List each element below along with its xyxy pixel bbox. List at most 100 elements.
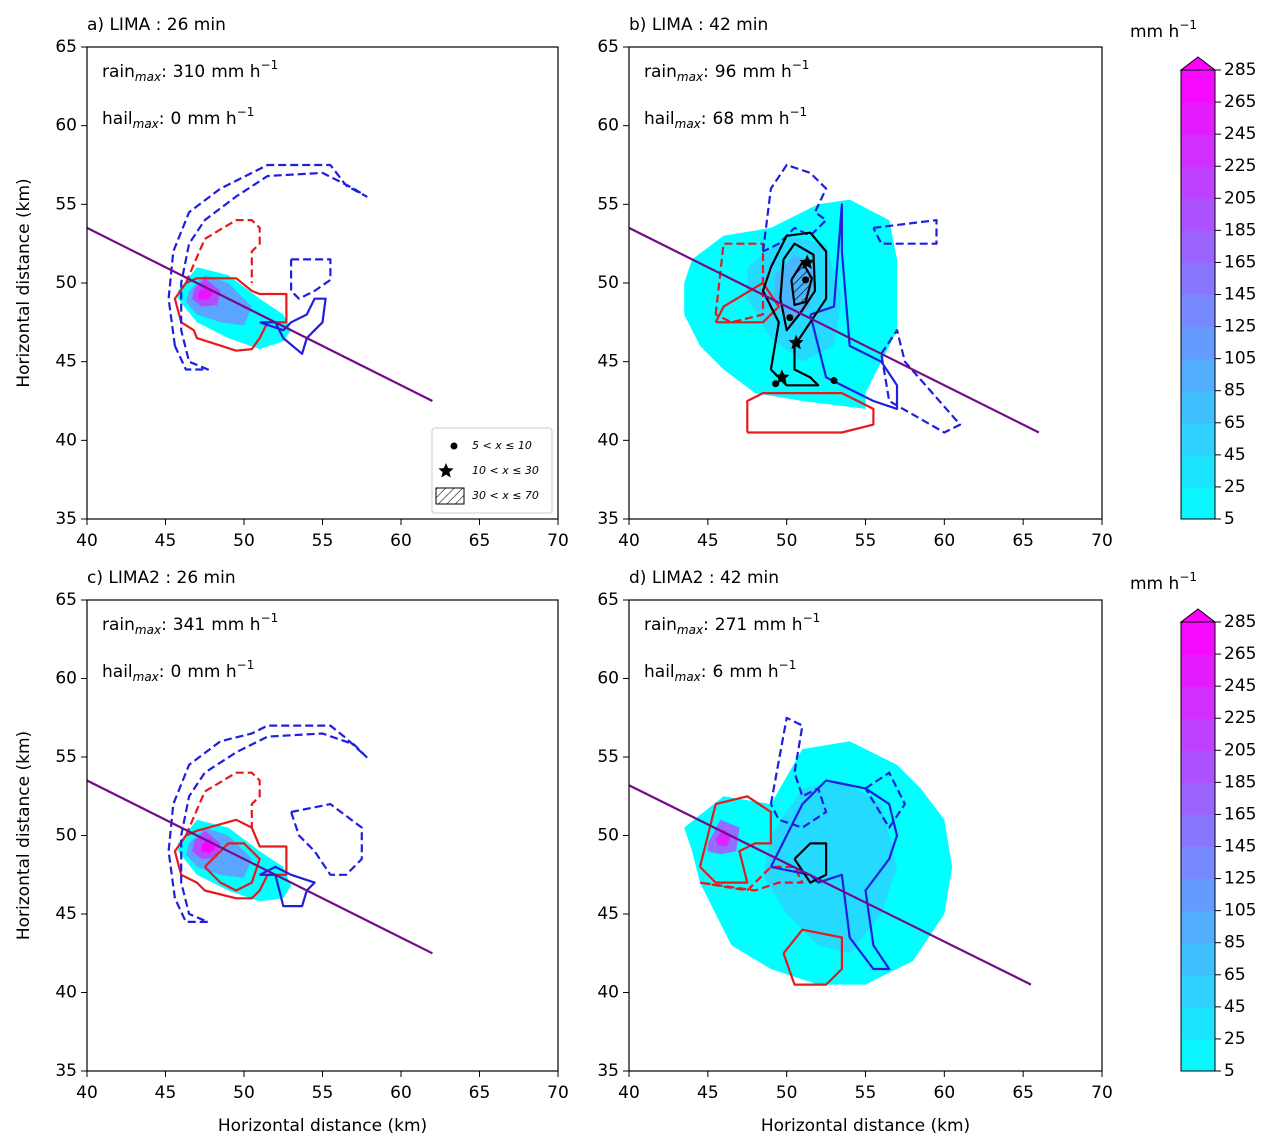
y-tick-label: 60 (597, 116, 619, 136)
y-tick-label: 65 (597, 37, 619, 57)
colorbar-tick-label: 245 (1224, 676, 1256, 696)
colorbar-band (1181, 750, 1215, 783)
colorbar-tick-label: 165 (1224, 804, 1256, 824)
y-tick-label: 45 (597, 352, 619, 372)
cross-section (628, 226, 1040, 434)
hail-marker (788, 334, 804, 350)
contour (204, 842, 261, 892)
annotation-value: 0 (171, 662, 182, 682)
x-tick-label: 60 (934, 531, 956, 551)
contour (698, 795, 772, 884)
x-tick-label: 40 (76, 1083, 98, 1103)
annotation-value: 341 (173, 615, 205, 635)
annotation-subscript: max (675, 670, 702, 684)
contour (184, 771, 261, 836)
rain-area (201, 838, 216, 853)
y-tick-label: 35 (55, 509, 77, 529)
annotation-subscript: max (135, 623, 162, 637)
colorbar-tick-label: 25 (1224, 1029, 1246, 1049)
colorbar-band (1181, 166, 1215, 199)
y-tick-label: 35 (55, 1061, 77, 1081)
colorbar-band (1181, 326, 1215, 360)
annotation-subscript: max (677, 623, 704, 637)
y-tick-label: 65 (597, 590, 619, 610)
colorbar-tick-label: 145 (1224, 837, 1256, 857)
colorbar-band (1181, 198, 1215, 231)
legend-marker (438, 463, 454, 478)
x-tick-label: 40 (76, 531, 98, 551)
x-tick-label: 55 (312, 531, 334, 551)
colorbar-band (1181, 134, 1215, 167)
hail-marker (774, 369, 790, 384)
colorbar-band (1181, 942, 1215, 976)
rain-area (198, 284, 213, 301)
contour (173, 818, 288, 900)
colorbar-tick-label: 225 (1224, 708, 1256, 728)
colorbar-tick-label: 225 (1224, 156, 1256, 176)
colorbar-label: mm h−1 (1130, 18, 1197, 43)
y-tick-label: 35 (597, 509, 619, 529)
contour (184, 219, 261, 284)
colorbar-band (1181, 782, 1215, 815)
x-tick-label: 65 (469, 531, 491, 551)
panel-title: b) LIMA : 42 min (629, 15, 768, 35)
colorbar-tick-label: 285 (1224, 612, 1256, 632)
colorbar-tick-label: 205 (1224, 740, 1256, 760)
annotation: hailmax: 6 mm h−1 (644, 658, 796, 684)
colorbar-band (1181, 814, 1215, 847)
colorbar-unit: mm h (1130, 574, 1179, 594)
colorbar-tick-label: 205 (1224, 188, 1256, 208)
y-tick-label: 50 (597, 273, 619, 293)
colorbar-band (1181, 686, 1215, 719)
annotation-unit: mm h (211, 62, 260, 82)
colorbar-tick-label: 25 (1224, 477, 1246, 497)
y-tick-label: 45 (55, 904, 77, 924)
annotation-separator: : (161, 615, 167, 635)
contour (880, 329, 962, 434)
annotation-name: hail (644, 662, 675, 682)
hail-marker (772, 380, 780, 388)
contour (790, 261, 813, 307)
colorbar-band (1181, 358, 1215, 392)
x-axis-label: Horizontal distance (km) (218, 1116, 427, 1136)
hail-marker (802, 276, 810, 284)
unit-exponent: −1 (261, 58, 279, 72)
y-tick-label: 55 (55, 194, 77, 214)
annotation-subscript: max (675, 117, 702, 131)
y-tick-label: 45 (597, 904, 619, 924)
annotation-name: rain (102, 615, 135, 635)
colorbar-band (1181, 294, 1215, 328)
y-tick-label: 40 (597, 430, 619, 450)
colorbar-band (1181, 718, 1215, 751)
contour (782, 928, 843, 986)
annotation-name: hail (644, 109, 675, 129)
colorbar-band (1181, 70, 1215, 103)
annotation-subscript: max (677, 70, 704, 84)
colorbar-tick-label: 85 (1224, 933, 1246, 953)
colorbar-label: mm h−1 (1130, 570, 1197, 595)
annotation-value: 96 (715, 62, 737, 82)
annotation-unit: mm h (187, 662, 236, 682)
y-tick-label: 40 (55, 430, 77, 450)
annotation-unit: mm h (742, 62, 791, 82)
colorbar-tick-label: 125 (1224, 317, 1256, 337)
annotation-separator: : (701, 109, 707, 129)
colorbar-tick-label: 185 (1224, 772, 1256, 792)
colorbar-band (1181, 846, 1215, 880)
colorbar-extension (1179, 56, 1217, 71)
y-tick-label: 60 (55, 116, 77, 136)
annotation-value: 6 (713, 662, 724, 682)
colorbar-band (1181, 878, 1215, 912)
colorbar-band (1181, 910, 1215, 944)
y-tick-label: 45 (55, 352, 77, 372)
annotation: rainmax: 341 mm h−1 (102, 611, 278, 637)
x-tick-label: 70 (1091, 1083, 1113, 1103)
x-tick-label: 70 (547, 531, 569, 551)
contour (864, 771, 906, 829)
colorbar-band (1181, 1006, 1215, 1040)
y-tick-label: 55 (597, 747, 619, 767)
colorbar-tick-label: 85 (1224, 381, 1246, 401)
annotation-separator: : (159, 662, 165, 682)
annotation-subscript: max (135, 70, 162, 84)
colorbar-band (1181, 622, 1215, 655)
